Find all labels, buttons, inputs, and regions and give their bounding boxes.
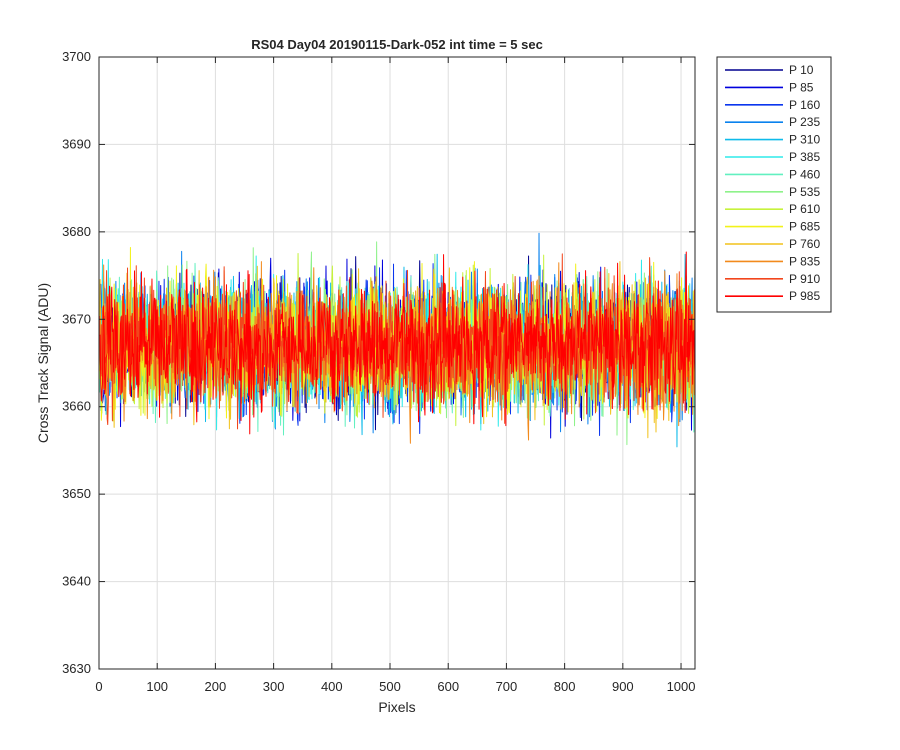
- x-tick-label: 1000: [667, 679, 696, 694]
- x-axis-label: Pixels: [378, 699, 415, 715]
- x-tick-label: 300: [263, 679, 285, 694]
- x-tick-label: 100: [146, 679, 168, 694]
- legend-entry: P 235: [789, 115, 820, 129]
- y-tick-label: 3680: [62, 224, 91, 239]
- series-line-p985: [99, 251, 695, 435]
- y-tick-label: 3630: [62, 661, 91, 676]
- y-tick-label: 3700: [62, 49, 91, 64]
- y-tick-label: 3660: [62, 399, 91, 414]
- legend-entry: P 685: [789, 220, 820, 234]
- y-tick-label: 3670: [62, 311, 91, 326]
- series-lines: [99, 232, 695, 448]
- legend-box: [716, 56, 832, 313]
- x-tick-label: 0: [95, 679, 102, 694]
- y-axis-label: Cross Track Signal (ADU): [35, 283, 51, 443]
- y-tick-label: 3690: [62, 136, 91, 151]
- legend-entry: P 985: [789, 289, 820, 303]
- chart-title: RS04 Day04 20190115-Dark-052 int time = …: [251, 37, 543, 52]
- legend: P 10 P 85 P 160 P 235 P 310 P 385 P 460 P 535 P …: [716, 56, 832, 313]
- legend-entry: P 910: [789, 272, 820, 286]
- legend-entry: P 610: [789, 202, 820, 216]
- legend-entry: P 10: [789, 63, 814, 77]
- legend-entry: P 85: [789, 80, 814, 94]
- y-tick-label: 3650: [62, 486, 91, 501]
- x-tick-label: 900: [612, 679, 634, 694]
- x-tick-label: 400: [321, 679, 343, 694]
- legend-entry: P 310: [789, 133, 820, 147]
- legend-entry: P 535: [789, 185, 820, 199]
- x-tick-label: 500: [379, 679, 401, 694]
- axis-ticks: 0 100 200 300 400 500 600 700 800 900 1000 3630 3640…: [62, 49, 695, 694]
- legend-entry: P 385: [789, 150, 820, 164]
- x-tick-label: 800: [554, 679, 576, 694]
- legend-entry: P 460: [789, 167, 820, 181]
- x-tick-label: 600: [437, 679, 459, 694]
- x-tick-label: 700: [496, 679, 518, 694]
- legend-entry: P 160: [789, 98, 820, 112]
- y-tick-label: 3640: [62, 574, 91, 589]
- legend-entry: P 835: [789, 254, 820, 268]
- plot-frame: [98, 56, 696, 670]
- legend-entry: P 760: [789, 237, 820, 251]
- x-tick-label: 200: [205, 679, 227, 694]
